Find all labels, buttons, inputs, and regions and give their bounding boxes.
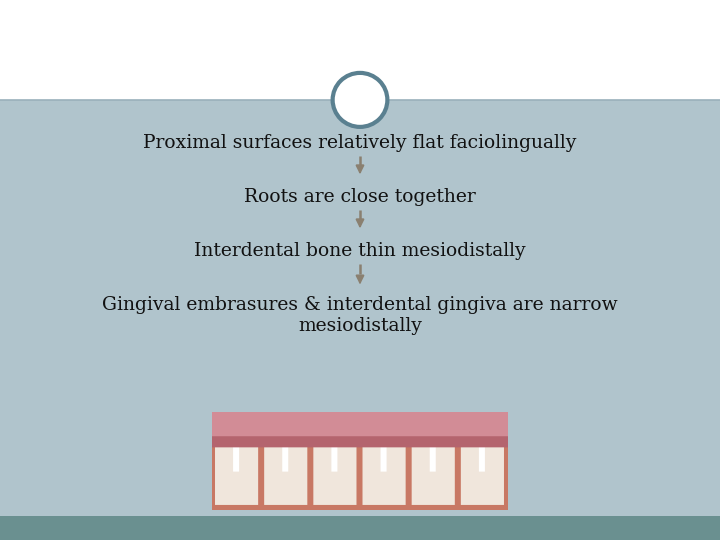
Text: Interdental bone thin mesiodistally: Interdental bone thin mesiodistally [194,242,526,260]
Text: Roots are close together: Roots are close together [244,188,476,206]
Text: Proximal surfaces relatively flat faciolingually: Proximal surfaces relatively flat faciol… [143,134,577,152]
Text: Gingival embrasures & interdental gingiva are narrow
mesiodistally: Gingival embrasures & interdental gingiv… [102,296,618,335]
Bar [0,0,720,100]
Bar [0,516,720,540]
Bar [0,100,720,516]
Ellipse shape [333,73,387,127]
